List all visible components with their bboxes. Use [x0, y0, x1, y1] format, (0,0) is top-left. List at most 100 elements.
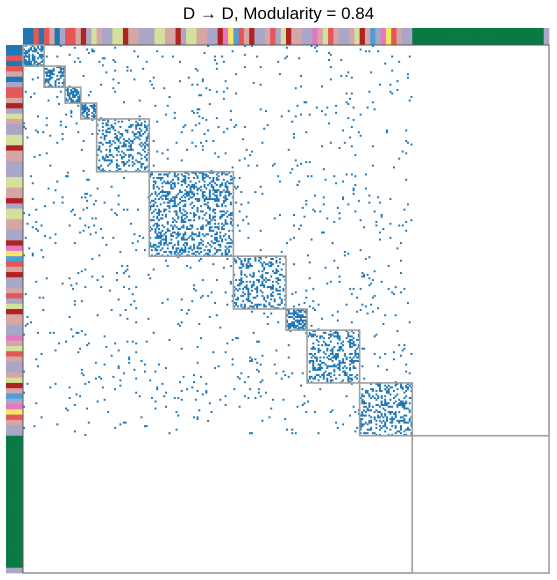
- edge-mark: [24, 324, 27, 327]
- edge-mark: [49, 134, 52, 137]
- edge-mark: [247, 291, 250, 294]
- edge-mark: [322, 374, 325, 377]
- edge-mark: [314, 411, 316, 414]
- edge-mark: [240, 305, 243, 308]
- edge-mark: [177, 233, 180, 236]
- edge-mark: [247, 164, 250, 167]
- edge-mark: [315, 50, 318, 53]
- edge-mark: [150, 212, 153, 215]
- edge-mark: [286, 55, 288, 58]
- top-category-mark: [470, 28, 476, 45]
- edge-mark: [373, 108, 376, 111]
- edge-mark: [298, 310, 301, 313]
- edge-mark: [293, 133, 295, 135]
- edge-mark: [408, 419, 411, 422]
- edge-mark: [312, 354, 315, 357]
- edge-mark: [298, 180, 301, 183]
- edge-mark: [179, 228, 181, 230]
- edge-mark: [356, 296, 359, 299]
- edge-mark: [156, 245, 159, 248]
- edge-mark: [87, 342, 90, 345]
- edge-mark: [266, 323, 269, 326]
- left-category-mark: [6, 103, 23, 109]
- edge-mark: [317, 351, 320, 354]
- edge-mark: [180, 191, 183, 194]
- edge-mark: [398, 404, 401, 406]
- edge-mark: [271, 284, 274, 287]
- edge-mark: [364, 50, 367, 53]
- edge-mark: [128, 125, 131, 128]
- edge-mark: [303, 319, 306, 322]
- edge-mark: [335, 104, 338, 107]
- edge-mark: [363, 347, 366, 350]
- edge-mark: [315, 360, 318, 362]
- edge-mark: [293, 321, 295, 324]
- edge-mark: [56, 55, 59, 58]
- edge-mark: [105, 345, 108, 348]
- edge-mark: [117, 349, 120, 352]
- edge-mark: [191, 110, 194, 113]
- edge-mark: [115, 272, 118, 274]
- edge-mark: [308, 370, 311, 373]
- edge-mark: [259, 108, 262, 111]
- edge-mark: [170, 199, 173, 202]
- edge-mark: [117, 138, 120, 141]
- edge-mark: [122, 372, 125, 375]
- edge-mark: [100, 164, 103, 167]
- left-category-mark: [6, 546, 23, 553]
- edge-mark: [191, 185, 194, 188]
- edge-mark: [231, 166, 234, 169]
- edge-mark: [406, 388, 409, 391]
- edge-mark: [366, 389, 369, 392]
- community-block: [43, 65, 66, 89]
- edge-mark: [145, 340, 148, 343]
- edge-mark: [389, 90, 392, 93]
- edge-mark: [191, 300, 194, 303]
- edge-mark: [154, 236, 157, 239]
- edge-mark: [343, 372, 346, 375]
- edge-mark: [333, 370, 336, 373]
- edge-mark: [293, 213, 295, 216]
- edge-mark: [186, 228, 189, 230]
- left-category-mark: [6, 330, 23, 336]
- edge-mark: [328, 344, 331, 347]
- edge-mark: [49, 164, 52, 167]
- edge-mark: [154, 104, 157, 107]
- edge-mark: [391, 405, 394, 408]
- edge-mark: [405, 407, 408, 410]
- edge-mark: [149, 80, 152, 83]
- edge-mark: [65, 99, 68, 102]
- edge-mark: [324, 266, 327, 269]
- edge-mark: [261, 270, 264, 273]
- edge-mark: [152, 224, 155, 227]
- edge-mark: [117, 140, 120, 142]
- edge-mark: [93, 110, 96, 113]
- left-category-mark: [6, 504, 23, 510]
- edge-mark: [235, 298, 238, 301]
- edge-mark: [126, 208, 129, 211]
- edge-mark: [300, 309, 302, 311]
- left-category-mark: [6, 351, 23, 357]
- edge-mark: [300, 85, 302, 88]
- edge-mark: [84, 106, 87, 109]
- edge-mark: [105, 148, 108, 151]
- edge-mark: [28, 62, 31, 65]
- edge-mark: [135, 286, 138, 289]
- edge-mark: [117, 150, 120, 153]
- edge-mark: [294, 310, 297, 313]
- edge-mark: [186, 171, 189, 174]
- edge-mark: [72, 99, 75, 102]
- edge-mark: [108, 148, 111, 151]
- edge-mark: [128, 118, 131, 121]
- edge-mark: [403, 421, 406, 424]
- edge-mark: [247, 397, 250, 399]
- edge-mark: [180, 247, 183, 250]
- edge-mark: [93, 106, 96, 109]
- edge-mark: [352, 118, 355, 121]
- edge-mark: [131, 131, 134, 134]
- edge-mark: [317, 374, 320, 377]
- edge-mark: [394, 384, 397, 387]
- edge-mark: [377, 307, 380, 310]
- edge-mark: [184, 250, 187, 253]
- edge-mark: [156, 215, 159, 218]
